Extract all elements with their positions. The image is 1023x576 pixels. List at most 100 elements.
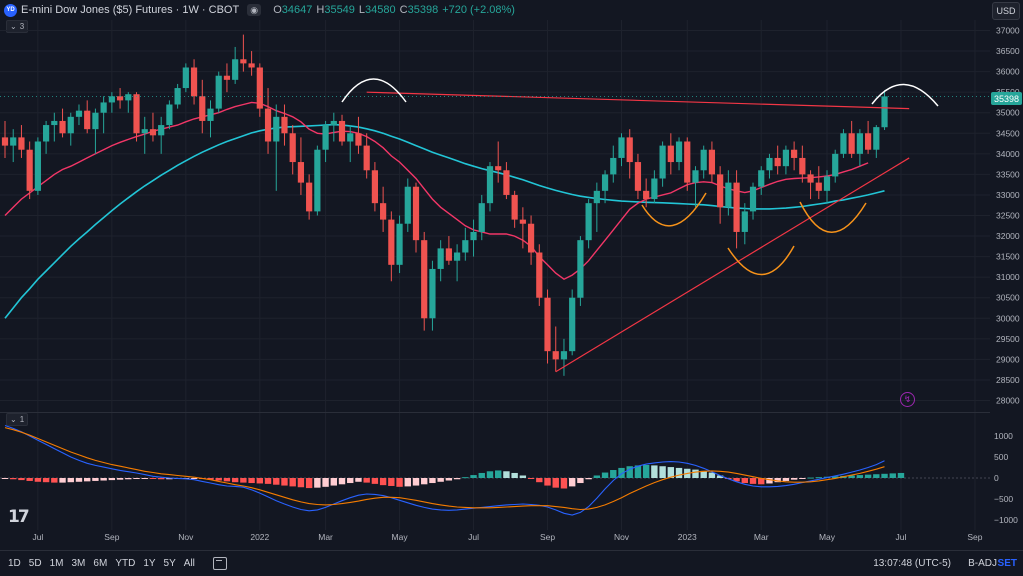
candle-body [470, 231, 477, 241]
trendline-rising-support[interactable] [555, 157, 910, 373]
tradingview-logo-icon[interactable]: 17 [8, 507, 30, 527]
candle-body [92, 112, 99, 130]
timeframe-3m[interactable]: 3M [71, 558, 86, 569]
candle-body [264, 108, 272, 142]
head-arc-left[interactable] [341, 78, 407, 103]
low-value: 34580 [365, 4, 396, 16]
price-tick-label: 35000 [996, 108, 1020, 118]
timeframe-1m[interactable]: 1M [49, 558, 64, 569]
macd-histogram-bar [790, 478, 798, 480]
candle-body [832, 153, 839, 177]
macd-histogram-bar [404, 478, 411, 487]
macd-histogram-bar [322, 478, 329, 487]
candle-body [733, 182, 740, 232]
time-tick-label: Jul [896, 532, 907, 542]
price-tick-label: 34000 [996, 149, 1020, 159]
macd-histogram-bar [897, 472, 905, 478]
macd-histogram-bar [421, 478, 428, 485]
macd-histogram-bar [470, 475, 477, 478]
macd-histogram-bar [782, 478, 790, 481]
timeframe-ytd[interactable]: YTD [115, 558, 136, 569]
macd-histogram-bar [379, 478, 387, 486]
candle-body [560, 351, 568, 360]
symbol-title[interactable]: E-mini Dow Jones ($5) Futures · 1W · CBO… [21, 4, 240, 16]
macd-histogram-bar [42, 478, 50, 483]
calendar-icon[interactable] [212, 557, 227, 570]
candle-body [84, 110, 91, 130]
macd-histogram-bar [618, 467, 625, 478]
macd-histogram-bar [675, 467, 683, 478]
macd-histogram-bar [741, 478, 748, 484]
price-axis[interactable]: 3700036500360003550035000345003400033500… [996, 26, 1020, 406]
candle-body [26, 149, 33, 191]
macd-histogram-bar [207, 478, 214, 480]
candle-body [815, 182, 822, 191]
candle-body [158, 125, 165, 136]
time-axis[interactable]: Jul Sep Nov 2022 Mar May Jul Sep Nov 2023 Mar May Ju… [32, 532, 982, 542]
pane-divider[interactable] [0, 412, 990, 413]
macd-histogram-bar [240, 478, 247, 483]
time-tick-label: Sep [540, 532, 555, 542]
trendline-neckline-top[interactable] [366, 91, 910, 110]
macd-histogram-bar [289, 478, 296, 487]
head-arc-right[interactable] [871, 83, 939, 107]
timeframe-6m[interactable]: 6M [93, 558, 108, 569]
macd-histogram-bar [478, 472, 485, 478]
macd-histogram-bar [667, 467, 675, 478]
macd-histogram-bar [544, 478, 551, 486]
candle-body [766, 157, 773, 171]
macd-histogram-bar [832, 476, 839, 478]
open-label: O [273, 4, 282, 16]
close-label: C [399, 4, 408, 16]
macd-histogram-bar [700, 470, 707, 478]
macd-histogram-bar [807, 477, 814, 479]
timeframe-all[interactable]: All [183, 558, 195, 569]
cup-arc-1[interactable] [641, 192, 707, 227]
price-tick-label: 29500 [996, 334, 1020, 344]
macd-histogram-bar [305, 478, 313, 489]
macd-histogram-bar [692, 469, 699, 478]
macd-histogram-bar [437, 478, 444, 482]
candle-body [314, 149, 321, 212]
lower-indicators-toggle[interactable]: ⌄ 1 [6, 413, 29, 426]
adjustment-toggle[interactable]: B-ADJ [968, 558, 997, 569]
price-tick-label: 32000 [996, 231, 1020, 241]
candle-body [593, 190, 600, 204]
macd-histogram-bar [593, 475, 601, 478]
settlement-toggle[interactable]: SET [997, 558, 1017, 569]
macd-histogram-bar [511, 472, 518, 478]
macd-lines [4, 424, 885, 516]
time-tick-label: 2023 [678, 532, 697, 542]
time-tick-label: Jul [32, 532, 43, 542]
macd-histogram-bar [429, 478, 436, 484]
candle-body [511, 194, 518, 220]
macd-histogram-bar [577, 478, 584, 484]
eye-icon[interactable]: ◉ [247, 4, 262, 16]
candle-body [708, 149, 716, 175]
lightning-icon[interactable]: ↯ [900, 392, 915, 407]
timeframe-1d[interactable]: 1D [8, 558, 21, 569]
price-tick-label: 30500 [996, 293, 1020, 303]
candle-body [865, 133, 872, 150]
indicators-toggle[interactable]: ⌄ 3 [6, 20, 29, 33]
currency-selector[interactable]: USD [992, 2, 1020, 20]
cup-arc-3[interactable] [799, 201, 867, 233]
candle-body [174, 88, 181, 105]
chevron-down-icon: ⌄ [10, 415, 17, 424]
price-chart[interactable]: 3700036500360003550035000345003400033500… [0, 0, 1023, 550]
timeframe-1y[interactable]: 1Y [143, 558, 156, 569]
macd-histogram-bar [59, 478, 66, 483]
symbol-badge[interactable]: YD [4, 3, 17, 17]
macd-histogram-bar [248, 478, 255, 484]
macd-histogram-bar [190, 478, 198, 479]
macd-histogram-bar [634, 465, 642, 478]
timeframe-5d[interactable]: 5D [28, 558, 42, 569]
macd-axis[interactable]: 1000 500 0 −500 −1000 [994, 431, 1018, 525]
timeframe-5y[interactable]: 5Y [163, 558, 176, 569]
time-tick-label: Sep [104, 532, 119, 542]
candle-body [601, 174, 609, 191]
cup-arc-2[interactable] [727, 245, 795, 276]
clock[interactable]: 13:07:48 (UTC-5) [873, 558, 951, 569]
candle-body [569, 297, 576, 352]
macd-histogram-bar [766, 478, 773, 484]
